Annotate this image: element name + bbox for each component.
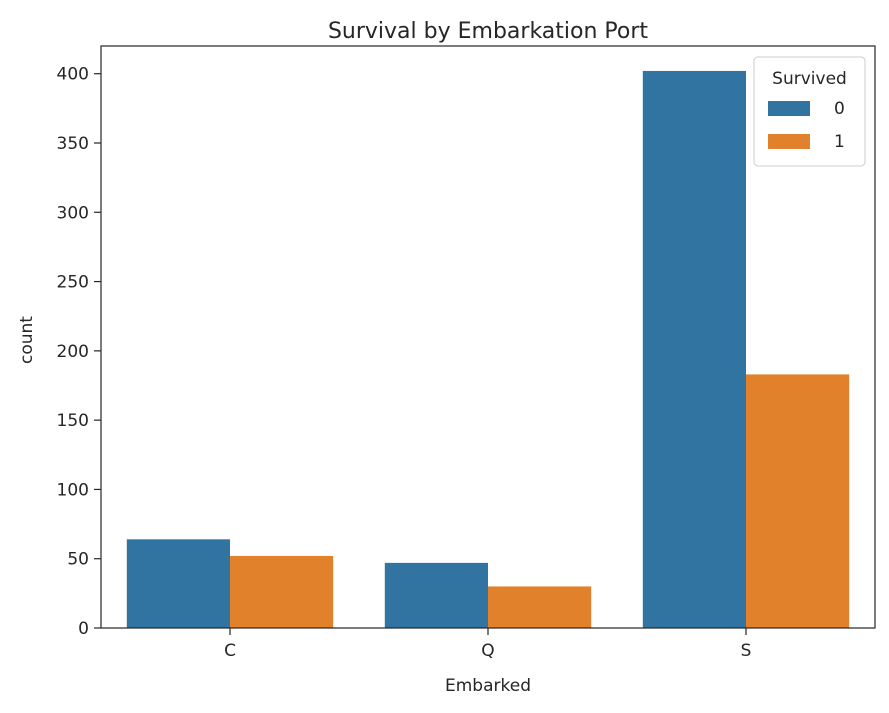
bar-Q-survived-0 [384,562,488,628]
legend-title: Survived [772,69,847,89]
y-tick-label: 50 [67,550,89,570]
bar-S-survived-0 [642,70,746,628]
y-tick-label: 200 [57,342,89,362]
chart-title: Survival by Embarkation Port [328,19,648,44]
x-tick-label-S: S [741,641,752,661]
legend-swatch-0 [768,101,810,116]
y-tick-label: 0 [78,619,89,639]
y-tick-label: 350 [57,134,89,154]
legend: Survived 0 1 [753,56,866,167]
bar-C-survived-0 [126,539,230,628]
legend-label-0: 0 [834,99,845,119]
y-tick-label: 300 [57,203,89,223]
legend-swatch-1 [768,134,810,149]
bar-S-survived-1 [746,374,850,628]
plot-area: 0 50 100 150 200 250 300 350 400 C Q S [57,45,876,661]
y-tick-label: 150 [57,411,89,431]
x-tick-label-Q: Q [481,641,494,661]
x-axis-label: Embarked [445,676,531,696]
y-axis-label: count [17,316,37,364]
y-tick-label: 100 [57,480,89,500]
bar-Q-survived-1 [488,586,592,628]
bar-C-survived-1 [230,555,334,628]
y-tick-label: 400 [57,65,89,85]
x-tick-label-C: C [224,641,236,661]
legend-label-1: 1 [834,132,845,152]
y-tick-label: 250 [57,273,89,293]
